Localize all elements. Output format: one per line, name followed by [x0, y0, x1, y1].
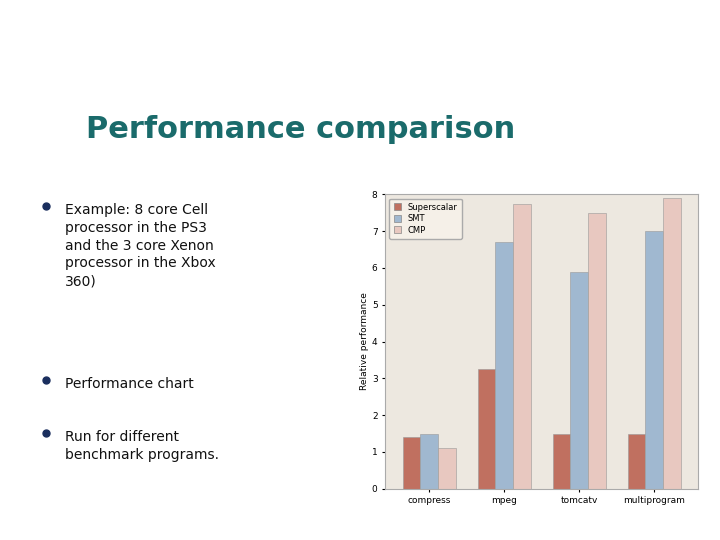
Text: Run for different
benchmark programs.: Run for different benchmark programs. [66, 430, 220, 462]
Bar [478, 369, 495, 489]
Bar [553, 434, 570, 489]
Legend: Superscalar, SMT, CMP: Superscalar, SMT, CMP [390, 199, 462, 239]
Bar [438, 448, 456, 489]
Text: Performance comparison: Performance comparison [86, 115, 516, 144]
Bar [628, 434, 645, 489]
Bar [645, 231, 663, 489]
Bar [403, 437, 420, 489]
Text: Example: 8 core Cell
processor in the PS3
and the 3 core Xenon
processor in the : Example: 8 core Cell processor in the PS… [66, 203, 216, 288]
Text: Performance chart: Performance chart [66, 377, 194, 391]
Bar [513, 204, 531, 489]
Bar [663, 198, 680, 489]
Bar [570, 272, 588, 489]
Bar [588, 213, 606, 489]
Bar [495, 242, 513, 489]
Y-axis label: Relative performance: Relative performance [360, 293, 369, 390]
Bar [420, 434, 438, 489]
